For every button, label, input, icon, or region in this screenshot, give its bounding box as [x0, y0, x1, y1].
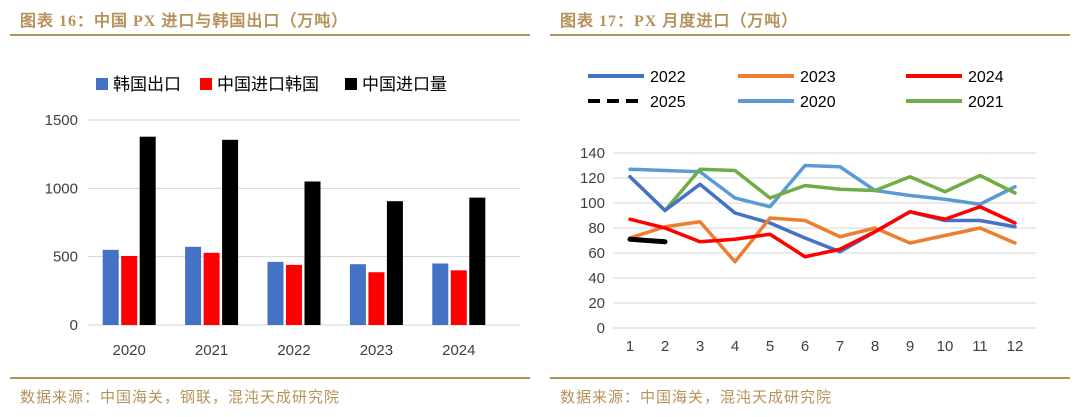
svg-text:0: 0: [597, 320, 605, 337]
bar-series: [102, 136, 486, 325]
legend-swatch-中国进口韩国: [200, 78, 212, 90]
legend-swatch-韩国出口: [96, 78, 108, 90]
svg-text:100: 100: [580, 195, 605, 212]
bar-中国进口量-2020: [139, 136, 156, 325]
line-2022: [628, 175, 1017, 254]
svg-text:60: 60: [588, 245, 605, 262]
svg-text:1000: 1000: [45, 180, 78, 197]
line-2021: [628, 167, 1017, 213]
bar-中国进口量-2022: [304, 181, 321, 325]
bar-中国进口韩国-2021: [203, 252, 220, 325]
svg-text:12: 12: [1007, 338, 1024, 355]
line-2024: [628, 205, 1017, 259]
svg-text:中国进口韩国: 中国进口韩国: [217, 75, 319, 94]
bar-中国进口韩国-2023: [368, 272, 385, 325]
legend: 2022 2023 2024 2025 2020 2021: [588, 69, 1004, 111]
svg-text:9: 9: [906, 338, 914, 355]
line-2025: [627, 236, 668, 245]
line-2023: [628, 216, 1017, 264]
svg-text:2025: 2025: [650, 94, 686, 111]
bar-中国进口韩国-2020: [121, 255, 138, 325]
right-panel: 图表 17：PX 月度进口（万吨） 0 20 40 60 80 100 120 140 1 2 3 4…: [540, 0, 1080, 417]
line-series: [627, 163, 1017, 264]
svg-text:11: 11: [972, 338, 988, 355]
svg-text:40: 40: [588, 270, 605, 287]
right-panel-footer: 数据来源：中国海关，混沌天成研究院: [550, 377, 1070, 417]
right-chart-title: 图表 17：PX 月度进口（万吨）: [560, 13, 799, 30]
right-chart-source: 数据来源：中国海关，混沌天成研究院: [560, 390, 833, 406]
legend-swatch-中国进口量: [345, 78, 357, 90]
bar-中国进口量-2024: [469, 197, 486, 325]
bar-中国进口韩国-2024: [450, 270, 467, 325]
bar-韩国出口-2020: [102, 249, 119, 325]
left-panel-header: 图表 16：中国 PX 进口与韩国出口（万吨）: [10, 0, 530, 36]
bar-韩国出口-2022: [267, 261, 284, 325]
left-chart-title: 图表 16：中国 PX 进口与韩国出口（万吨）: [20, 13, 349, 30]
line-2020: [628, 163, 1017, 209]
bar-韩国出口-2024: [432, 263, 449, 325]
svg-text:500: 500: [53, 249, 78, 266]
gridlines: [613, 152, 1036, 329]
svg-text:7: 7: [836, 338, 844, 355]
bar-中国进口韩国-2022: [286, 264, 302, 325]
svg-text:韩国出口: 韩国出口: [113, 75, 181, 94]
svg-text:2020: 2020: [113, 342, 146, 359]
svg-text:8: 8: [871, 338, 879, 355]
legend: 韩国出口 中国进口韩国 中国进口量: [96, 75, 447, 94]
axis-labels: 0 500 1000 1500 2020 2021 2022 2023 2024: [45, 112, 476, 359]
svg-text:5: 5: [766, 338, 774, 355]
svg-text:2022: 2022: [277, 342, 310, 359]
right-panel-header: 图表 17：PX 月度进口（万吨）: [550, 0, 1070, 36]
svg-text:1: 1: [626, 338, 634, 355]
bar-中国进口量-2023: [386, 201, 403, 325]
bar-韩国出口-2023: [349, 264, 366, 325]
svg-text:2024: 2024: [968, 69, 1004, 86]
left-chart-source: 数据来源：中国海关，钢联，混沌天成研究院: [20, 390, 341, 406]
left-panel-footer: 数据来源：中国海关，钢联，混沌天成研究院: [10, 377, 530, 417]
svg-text:80: 80: [588, 220, 605, 237]
svg-text:4: 4: [731, 338, 739, 355]
bar-中国进口量-2021: [222, 139, 239, 325]
svg-text:2: 2: [661, 338, 669, 355]
svg-text:120: 120: [580, 170, 605, 187]
svg-text:20: 20: [588, 295, 605, 312]
bar-韩国出口-2021: [185, 246, 202, 325]
svg-text:2021: 2021: [195, 342, 228, 359]
svg-text:2023: 2023: [360, 342, 393, 359]
left-panel: 图表 16：中国 PX 进口与韩国出口（万吨） 0 500 1000 1500 2020…: [10, 0, 530, 417]
svg-text:2024: 2024: [442, 342, 475, 359]
svg-text:中国进口量: 中国进口量: [362, 75, 447, 94]
svg-text:1500: 1500: [45, 112, 78, 129]
svg-text:2022: 2022: [650, 69, 686, 86]
svg-text:2020: 2020: [800, 94, 836, 111]
svg-text:0: 0: [70, 317, 78, 334]
svg-text:2021: 2021: [968, 94, 1004, 111]
svg-text:140: 140: [580, 145, 605, 162]
svg-text:3: 3: [696, 338, 704, 355]
svg-text:2023: 2023: [800, 69, 836, 86]
svg-text:10: 10: [937, 338, 954, 355]
korea-px-bar-chart: 0 500 1000 1500 2020 2021 2022 2023 2024 韩国出口 中国进口…: [45, 75, 520, 359]
svg-text:6: 6: [801, 338, 809, 355]
